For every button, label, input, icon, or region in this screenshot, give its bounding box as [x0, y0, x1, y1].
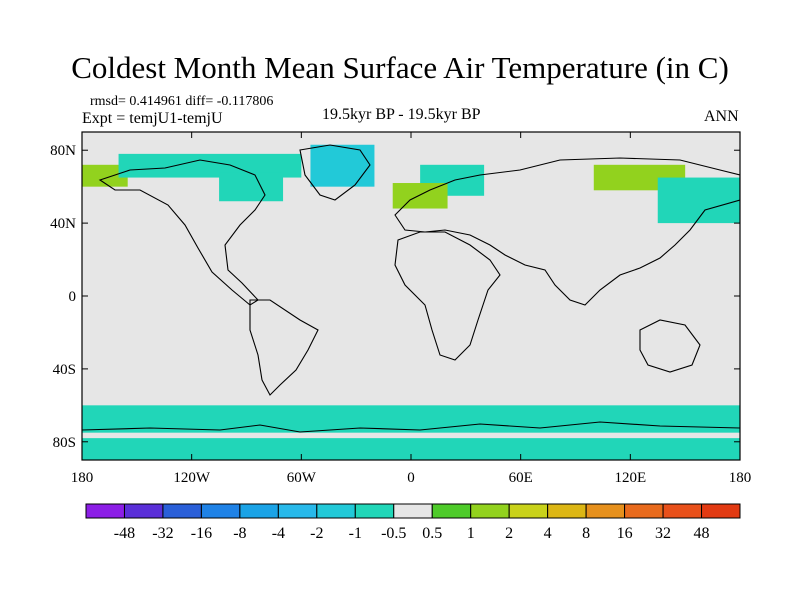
- longitude-axis: 180 120W 60W 0 60E 120E 180: [71, 132, 752, 486]
- latitude-axis: 80N 40N 0 40S 80S: [50, 143, 740, 451]
- region-antarctica-interior: [82, 438, 740, 460]
- colorbar-swatch: [508, 503, 549, 519]
- stats-label: rmsd= 0.414961 diff= -0.117806: [90, 94, 274, 109]
- lat-tick-label: 80N: [50, 143, 76, 159]
- colorbar-swatch: [277, 503, 318, 519]
- colorbar-swatch: [200, 503, 241, 519]
- region-alaska-west: [82, 164, 128, 187]
- colorbar-swatch: [662, 503, 703, 519]
- lat-tick-label: 0: [69, 289, 77, 305]
- colorbar-label: 8: [582, 525, 590, 542]
- colorbar-swatch: [354, 503, 395, 519]
- colorbar-swatch: [316, 503, 356, 519]
- colorbar-label: 48: [694, 525, 710, 542]
- colorbar-label: -2: [310, 525, 323, 542]
- lon-tick-label: 0: [407, 470, 415, 486]
- period-label: 19.5kyr BP - 19.5kyr BP: [322, 106, 481, 123]
- coastlines: [82, 144, 740, 433]
- colorbar-swatch: [701, 503, 741, 519]
- region-hudson-area: [219, 172, 284, 202]
- colorbar-label: 2: [505, 525, 513, 542]
- colorbar-label: -0.5: [381, 525, 406, 542]
- region-greenland: [310, 144, 375, 187]
- anomaly-regions: [82, 144, 740, 460]
- colorbar-label: 32: [655, 525, 671, 542]
- colorbar-label: -16: [191, 525, 212, 542]
- region-europe-west: [392, 183, 448, 209]
- map-title: Coldest Month Mean Surface Air Temperatu…: [71, 50, 729, 85]
- colorbar-label: -48: [114, 525, 135, 542]
- colorbar-label: 0.5: [422, 525, 442, 542]
- region-east-siberia: [657, 177, 740, 224]
- lat-tick-label: 80S: [53, 435, 76, 451]
- colorbar: -48 -32 -16 -8 -4 -2 -1 -0.5 0.5 1 2 4 8 16 32 48: [85, 503, 741, 542]
- colorbar-label: -1: [349, 525, 362, 542]
- colorbar-label: -8: [233, 525, 246, 542]
- colorbar-swatch: [393, 503, 433, 519]
- lat-tick-label: 40S: [53, 362, 76, 378]
- experiment-label: Expt = temjU1-temjU: [82, 110, 223, 127]
- colorbar-swatch: [85, 503, 125, 519]
- colorbar-swatch: [470, 503, 510, 519]
- colorbar-swatch: [547, 503, 587, 519]
- colorbar-swatch: [585, 503, 626, 519]
- colorbar-swatch: [162, 503, 202, 519]
- colorbar-label: 1: [467, 525, 475, 542]
- colorbar-label: -4: [272, 525, 285, 542]
- lat-tick-label: 40N: [50, 216, 76, 232]
- lon-tick-label: 180: [729, 470, 752, 486]
- colorbar-swatch: [624, 503, 664, 519]
- lon-tick-label: 180: [71, 470, 94, 486]
- lon-tick-label: 60W: [287, 470, 317, 486]
- colorbar-swatch: [431, 503, 472, 519]
- season-label: ANN: [704, 108, 739, 125]
- colorbar-swatch: [239, 503, 279, 519]
- colorbar-swatch: [123, 503, 164, 519]
- lon-tick-label: 120W: [173, 470, 211, 486]
- region-southern-ocean-band: [82, 405, 740, 433]
- colorbar-label: 16: [617, 525, 633, 542]
- lon-tick-label: 120E: [614, 470, 646, 486]
- colorbar-label: 4: [544, 525, 552, 542]
- colorbar-label: -32: [152, 525, 173, 542]
- lon-tick-label: 60E: [509, 470, 533, 486]
- region-canada-arctic: [118, 153, 302, 178]
